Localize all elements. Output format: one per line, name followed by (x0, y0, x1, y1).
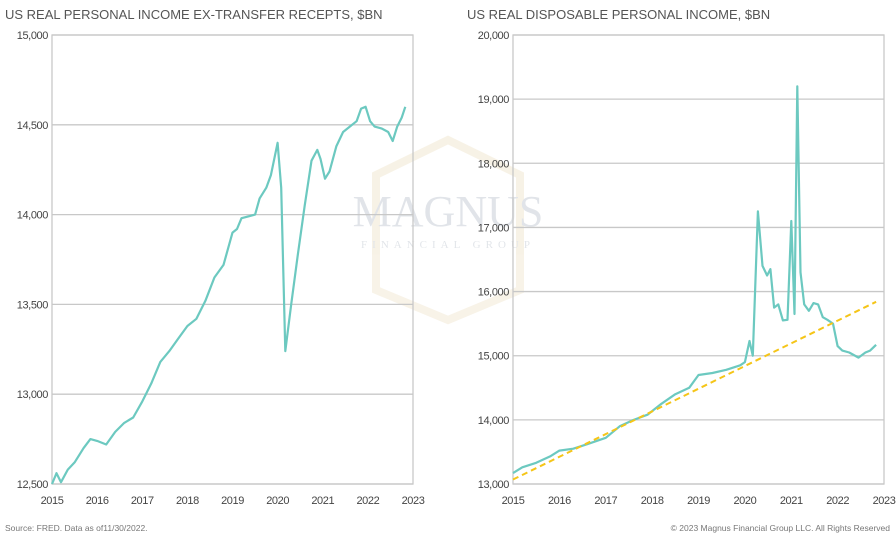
x-tick-label: 2015 (502, 495, 525, 507)
y-tick-label: 19,000 (478, 94, 510, 106)
chart-title: US REAL PERSONAL INCOME EX-TRANSFER RECE… (5, 7, 383, 22)
x-tick-label: 2015 (41, 495, 64, 507)
y-tick-label: 13,000 (478, 479, 510, 491)
chart-left: US REAL PERSONAL INCOME EX-TRANSFER RECE… (5, 7, 425, 507)
x-tick-label: 2020 (733, 495, 756, 507)
x-tick-label: 2023 (402, 495, 425, 507)
y-tick-label: 14,500 (17, 120, 49, 132)
series-line (50, 105, 407, 485)
watermark-sub: FINANCIAL GROUP (361, 239, 535, 251)
x-tick-label: 2022 (826, 495, 849, 507)
chart-right: US REAL DISPOSABLE PERSONAL INCOME, $BN 1… (467, 7, 896, 507)
y-tick-label: 14,000 (478, 415, 510, 427)
x-tick-label: 2016 (548, 495, 571, 507)
y-tick-label: 17,000 (478, 222, 510, 234)
x-tick-label: 2018 (176, 495, 199, 507)
copyright-note: © 2023 Magnus Financial Group LLC. All R… (671, 523, 891, 533)
y-tick-label: 13,000 (17, 389, 49, 401)
x-tick-label: 2017 (131, 495, 154, 507)
x-tick-label: 2023 (873, 495, 896, 507)
y-tick-label: 16,000 (478, 287, 510, 299)
watermark-name: MAGNUS (353, 187, 544, 236)
y-tick-label: 18,000 (478, 158, 510, 170)
watermark-emblem (372, 135, 524, 325)
source-note: Source: FRED. Data as of11/30/2022. (5, 523, 148, 533)
x-tick-label: 2019 (687, 495, 710, 507)
plot-frame (512, 34, 885, 485)
x-tick-label: 2022 (356, 495, 379, 507)
watermark: MAGNUS FINANCIAL GROUP (353, 135, 544, 325)
trend-line (512, 300, 877, 481)
chart-title: US REAL DISPOSABLE PERSONAL INCOME, $BN (467, 7, 770, 22)
x-tick-label: 2018 (641, 495, 664, 507)
y-tick-label: 15,000 (17, 30, 49, 42)
y-tick-label: 13,500 (17, 299, 49, 311)
x-tick-label: 2020 (266, 495, 289, 507)
y-tick-label: 14,000 (17, 210, 49, 222)
y-tick-label: 20,000 (478, 30, 510, 42)
x-tick-label: 2017 (594, 495, 617, 507)
x-tick-label: 2016 (86, 495, 109, 507)
y-tick-label: 12,500 (17, 479, 49, 491)
x-tick-label: 2021 (311, 495, 334, 507)
plot-frame (51, 34, 414, 485)
x-tick-label: 2021 (780, 495, 803, 507)
x-tick-label: 2019 (221, 495, 244, 507)
series-line (512, 85, 877, 475)
y-tick-label: 15,000 (478, 351, 510, 363)
